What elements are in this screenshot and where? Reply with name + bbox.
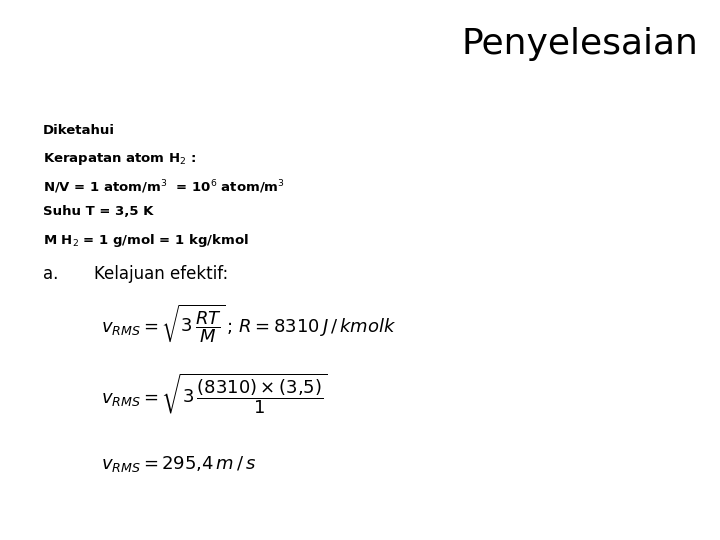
- Text: Kerapatan atom H$_2$ :: Kerapatan atom H$_2$ :: [43, 151, 197, 167]
- Text: N/V = 1 atom/m$^3$  = 10$^6$ atom/m$^3$: N/V = 1 atom/m$^3$ = 10$^6$ atom/m$^3$: [43, 178, 285, 196]
- Text: $v_{RMS} = 295{,}4\,m\,/\,s$: $v_{RMS} = 295{,}4\,m\,/\,s$: [101, 454, 256, 475]
- Text: a.: a.: [43, 265, 58, 282]
- Text: Diketahui: Diketahui: [43, 124, 115, 137]
- Text: $v_{RMS} = \sqrt{3\,\dfrac{(8310)\times(3{,}5)}{1}}$: $v_{RMS} = \sqrt{3\,\dfrac{(8310)\times(…: [101, 372, 328, 416]
- Text: Penyelesaian: Penyelesaian: [462, 27, 698, 61]
- Text: $v_{RMS} = \sqrt{3\,\dfrac{RT}{M}}\,;\,R=8310\,J\,/\,kmolk$: $v_{RMS} = \sqrt{3\,\dfrac{RT}{M}}\,;\,R…: [101, 303, 396, 345]
- Text: Kelajuan efektif:: Kelajuan efektif:: [94, 265, 228, 282]
- Text: Suhu T = 3,5 K: Suhu T = 3,5 K: [43, 205, 153, 218]
- Text: M H$_2$ = 1 g/mol = 1 kg/kmol: M H$_2$ = 1 g/mol = 1 kg/kmol: [43, 232, 249, 249]
